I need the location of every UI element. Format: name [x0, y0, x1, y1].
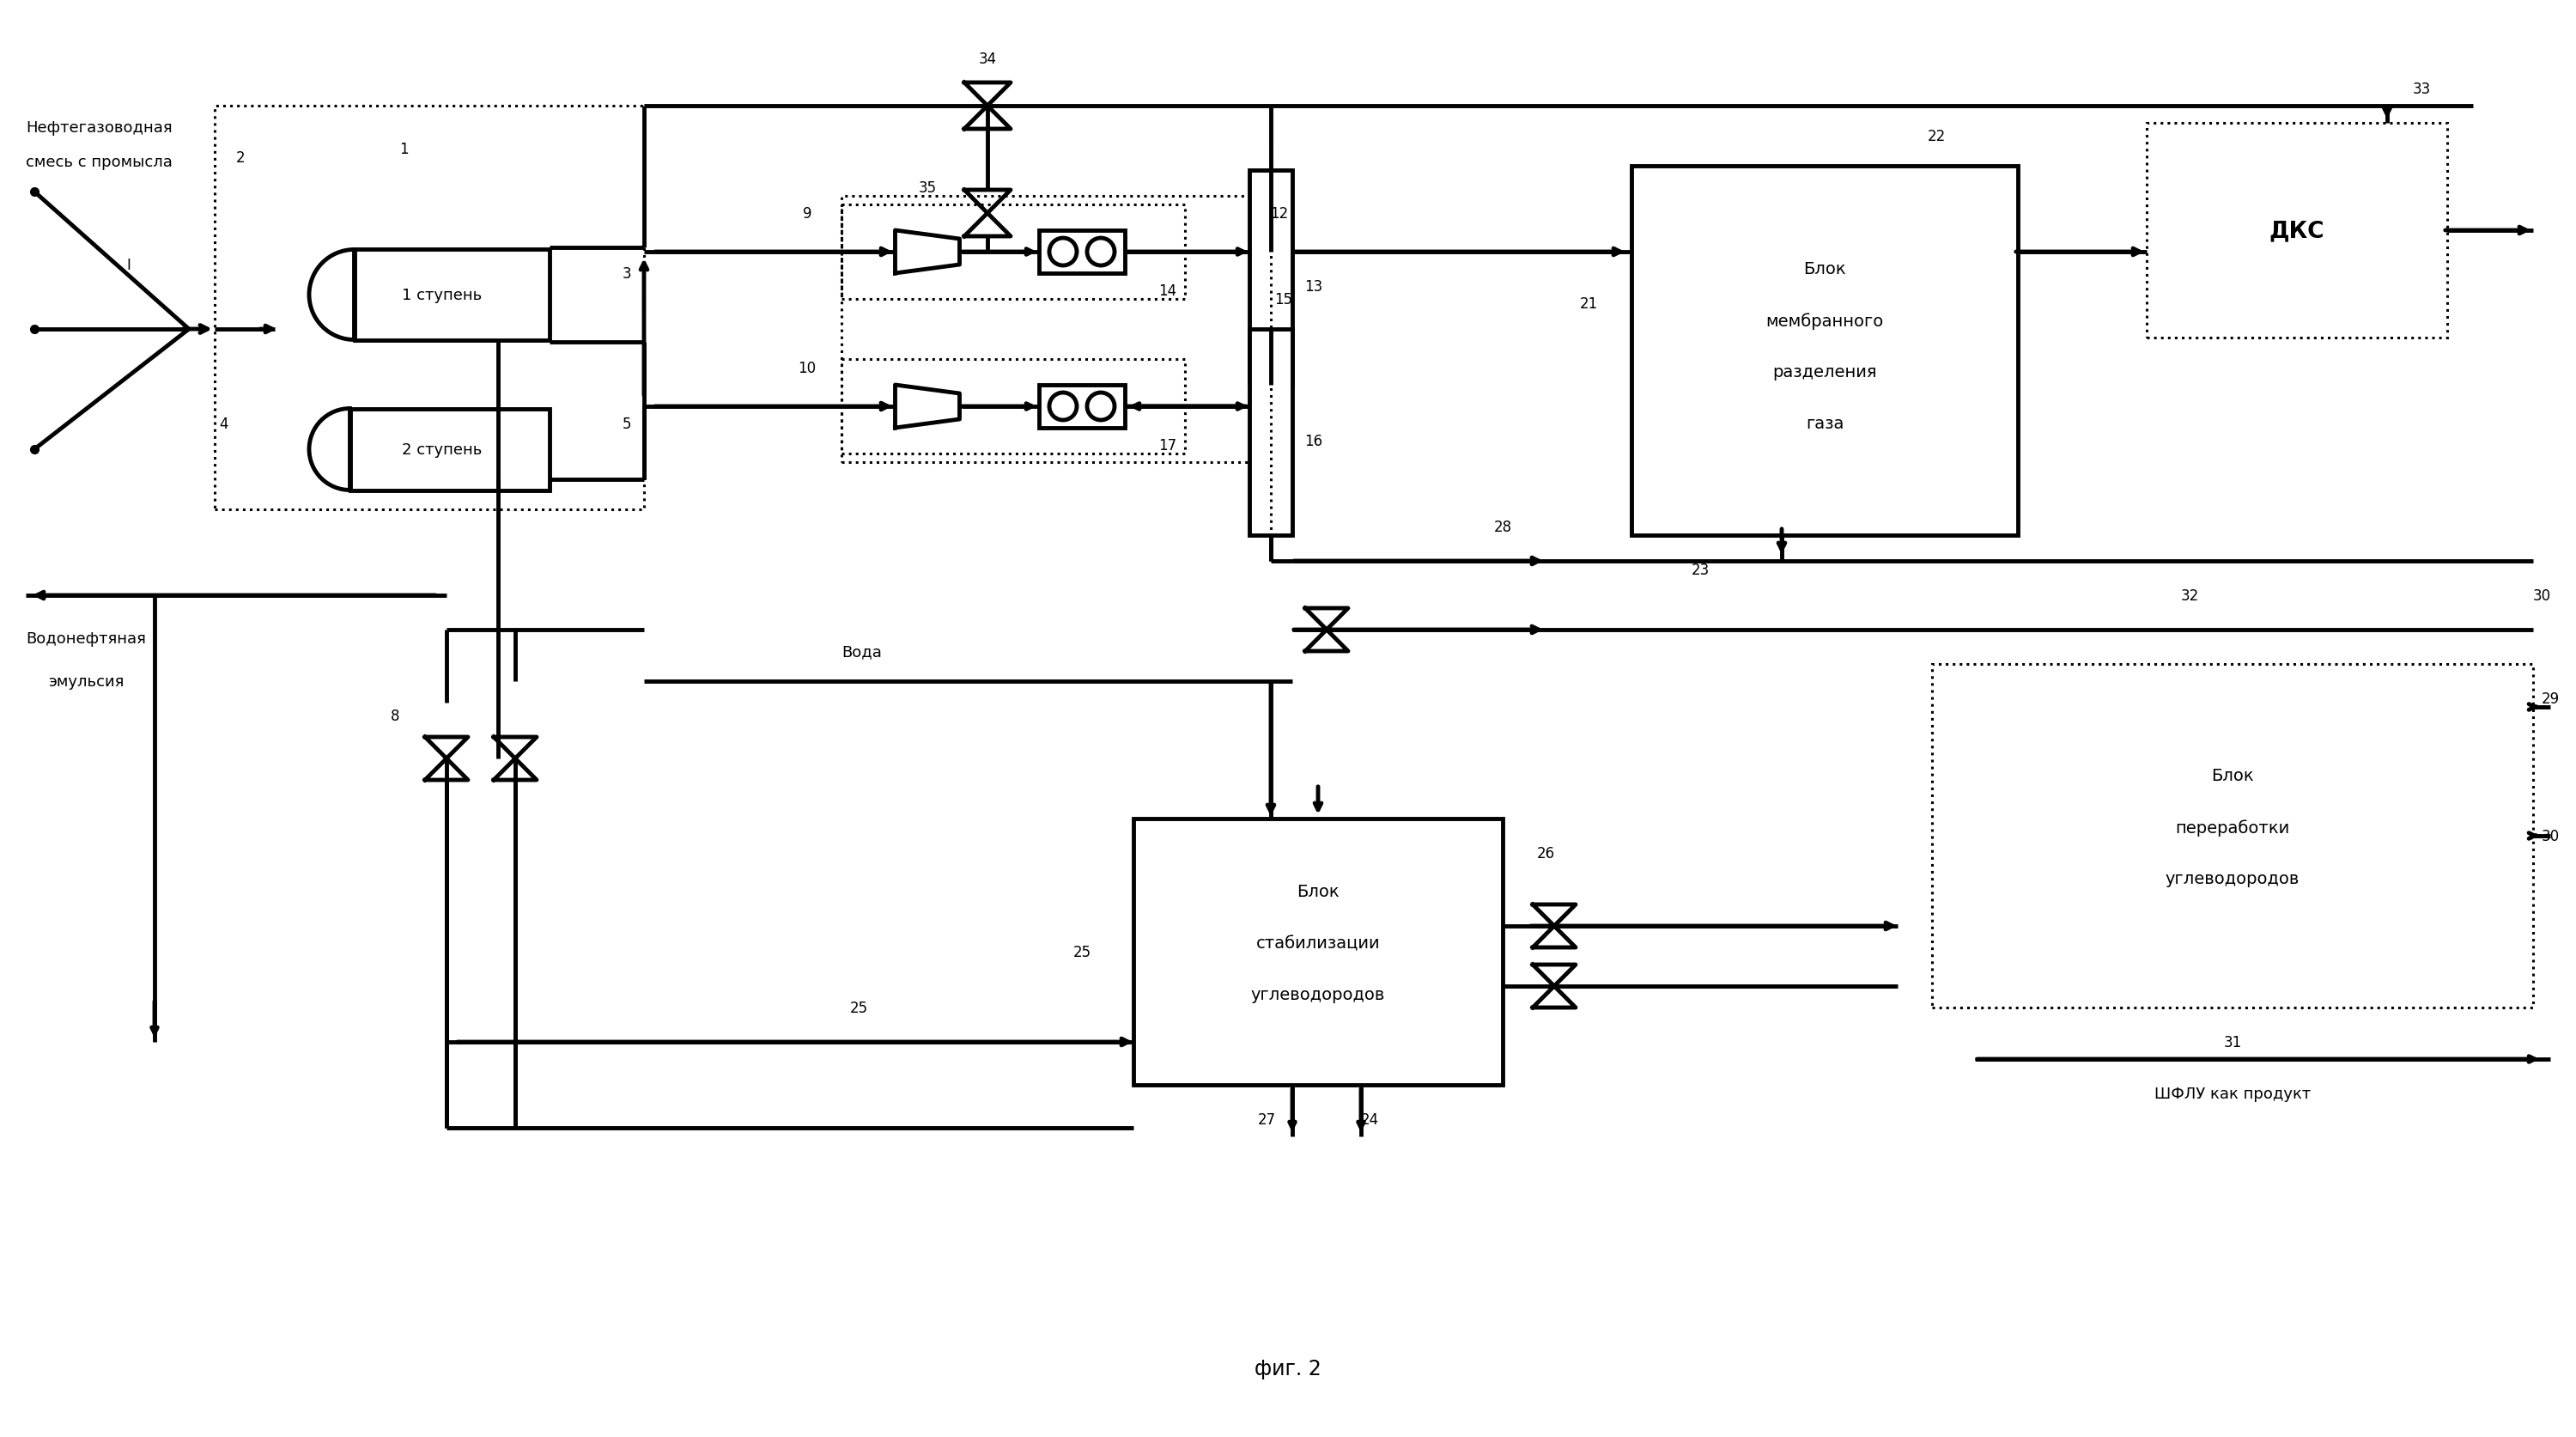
Text: I: I	[126, 257, 131, 273]
Text: 15: 15	[1275, 292, 1293, 308]
Bar	[350, 410, 549, 490]
Text: Вода: Вода	[842, 644, 881, 660]
Text: мембранного: мембранного	[1765, 313, 1883, 329]
Text: Блок: Блок	[1296, 884, 1340, 900]
Text: 29: 29	[2540, 691, 2561, 707]
Bar	[1038, 231, 1126, 274]
Bar	[1631, 167, 2017, 536]
Bar	[842, 205, 1185, 299]
Text: 1 ступень: 1 ступень	[402, 287, 482, 303]
Text: Водонефтяная: Водонефтяная	[26, 631, 147, 647]
Text: 12: 12	[1270, 205, 1288, 221]
Bar	[2146, 124, 2447, 338]
Text: 16: 16	[1303, 434, 1324, 448]
Text: 23: 23	[1690, 562, 1710, 578]
Text: 14: 14	[1159, 283, 1177, 299]
Text: 10: 10	[799, 361, 817, 376]
Text: 35: 35	[917, 180, 938, 195]
Text: 13: 13	[1303, 279, 1324, 295]
Text: 4: 4	[219, 417, 227, 431]
Text: 31: 31	[2223, 1035, 2241, 1050]
Text: Блок: Блок	[2210, 767, 2254, 785]
Text: стабилизации: стабилизации	[1257, 935, 1381, 951]
Text: 30: 30	[2532, 588, 2550, 604]
Text: 2 ступень: 2 ступень	[402, 443, 482, 457]
Text: Нефтегазоводная: Нефтегазоводная	[26, 121, 173, 135]
Bar	[353, 250, 549, 341]
Text: 9: 9	[804, 205, 811, 221]
Text: 8: 8	[392, 708, 399, 724]
Bar	[1249, 329, 1293, 536]
Text: ШФЛУ как продукт: ШФЛУ как продукт	[2154, 1086, 2311, 1101]
Text: 21: 21	[1579, 296, 1597, 312]
Wedge shape	[309, 410, 350, 490]
Text: смесь с промысла: смесь с промысла	[26, 155, 173, 170]
Text: 24: 24	[1360, 1112, 1378, 1127]
Text: 30: 30	[2540, 828, 2561, 844]
Text: ДКС: ДКС	[2269, 220, 2324, 241]
Bar	[214, 106, 644, 510]
Bar	[842, 359, 1185, 454]
Bar	[1133, 819, 1502, 1085]
Text: 17: 17	[1159, 438, 1177, 453]
Text: углеводородов: углеводородов	[1252, 987, 1386, 1003]
Bar	[1932, 664, 2532, 1007]
Text: 3: 3	[623, 266, 631, 282]
Text: Блок: Блок	[1803, 262, 1847, 277]
Wedge shape	[309, 250, 353, 341]
Text: 1: 1	[399, 142, 407, 157]
Bar	[1249, 171, 1293, 385]
Text: переработки: переработки	[2174, 819, 2290, 836]
Text: эмульсия: эмульсия	[49, 674, 124, 690]
Text: 34: 34	[979, 52, 997, 68]
Bar	[1038, 385, 1126, 428]
Text: 33: 33	[2411, 82, 2432, 98]
Text: разделения: разделения	[1772, 365, 1878, 381]
Text: 2: 2	[237, 151, 245, 165]
Text: 22: 22	[1927, 129, 1945, 144]
Text: 26: 26	[1535, 845, 1556, 861]
Text: фиг. 2: фиг. 2	[1255, 1358, 1321, 1378]
Bar	[842, 197, 1255, 463]
Text: 32: 32	[2179, 588, 2200, 604]
Text: 25: 25	[850, 1000, 868, 1016]
Text: 5: 5	[623, 417, 631, 431]
Text: 28: 28	[1494, 519, 1512, 535]
Text: 25: 25	[1072, 944, 1092, 960]
Text: углеводородов: углеводородов	[2166, 871, 2300, 887]
Text: газа: газа	[1806, 415, 1844, 433]
Text: 27: 27	[1257, 1112, 1275, 1127]
